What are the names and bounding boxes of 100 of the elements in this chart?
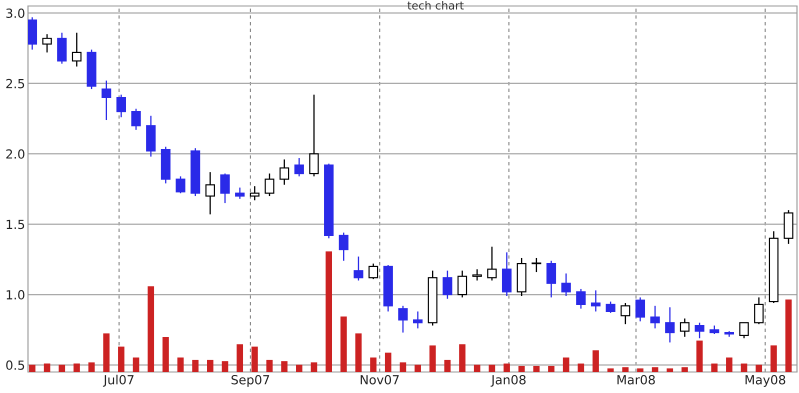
bar [740, 364, 748, 372]
bar [340, 316, 347, 372]
bar [622, 367, 629, 372]
bar [548, 366, 554, 372]
candlestick [635, 296, 646, 322]
bar [770, 345, 777, 372]
candlestick [235, 186, 245, 200]
bar [384, 352, 392, 372]
y-tick-label: 3.0 [6, 8, 24, 18]
y-tick-label: 2.5 [6, 78, 24, 88]
bar [192, 360, 199, 372]
bar [533, 366, 540, 372]
y-tick-label: 1.0 [6, 290, 24, 300]
candlestick [739, 322, 749, 339]
candlestick [116, 94, 126, 118]
x-tick-label: Mar08 [617, 375, 655, 384]
candlestick [472, 268, 482, 282]
candlestick [650, 305, 660, 329]
bar [637, 368, 644, 372]
candlestick [294, 157, 304, 177]
bar [711, 364, 718, 372]
candlestick [205, 171, 215, 215]
candlestick [309, 94, 319, 177]
bar [785, 300, 792, 372]
candlestick [220, 172, 230, 204]
bar [488, 364, 496, 372]
candlestick [354, 256, 364, 282]
bar [518, 366, 525, 372]
candlestick [131, 108, 141, 130]
bar [504, 364, 510, 372]
candlestick [264, 172, 274, 197]
candlestick [280, 158, 290, 186]
bar [696, 340, 703, 372]
candlestick [590, 290, 601, 312]
bar [429, 345, 436, 372]
bar [414, 364, 421, 372]
candlestick [694, 322, 704, 339]
candlestick [368, 262, 378, 280]
bar [58, 364, 66, 372]
bar [326, 251, 332, 372]
bar [148, 286, 154, 372]
candlestick [680, 318, 690, 338]
bar [296, 364, 302, 372]
bar [251, 346, 258, 372]
candlestick [606, 300, 616, 314]
candlestick [442, 270, 452, 300]
y-tick-label: 2.0 [6, 149, 24, 159]
bar [726, 358, 732, 372]
candlestick [561, 272, 571, 297]
y-tick-label: 1.5 [6, 220, 24, 230]
bar [370, 358, 376, 372]
x-tick-label: Jan08 [490, 375, 526, 387]
candlestick [28, 16, 38, 50]
bar [652, 367, 658, 372]
x-tick-label: May08 [746, 375, 786, 387]
bar [207, 360, 214, 372]
bar [592, 350, 599, 372]
bar [266, 360, 273, 372]
candlestick [338, 232, 348, 262]
bar [236, 344, 244, 372]
candlestick [102, 80, 112, 121]
bar [222, 361, 228, 372]
bar [682, 367, 688, 372]
candlestick [620, 302, 630, 325]
candlestick [250, 186, 260, 201]
bar [756, 364, 762, 372]
candlestick [754, 296, 764, 325]
candlestick [176, 176, 186, 194]
y-tick-label: 0.5 [6, 360, 24, 370]
bar [103, 333, 110, 372]
candlestick [576, 288, 586, 310]
candlestick [487, 246, 497, 282]
candlestick [72, 32, 82, 68]
bar [44, 364, 50, 372]
bar [666, 368, 674, 372]
bar [607, 368, 614, 372]
x-tick-label: Jul07 [102, 374, 134, 387]
bar [162, 336, 169, 372]
bar [132, 358, 140, 372]
bar [310, 362, 318, 372]
candlestick [42, 34, 52, 54]
bar [118, 346, 124, 372]
bar [578, 364, 584, 372]
x-tick-label: Nov07 [360, 375, 399, 384]
bar [29, 364, 36, 372]
bar [444, 360, 451, 372]
bar [562, 358, 570, 372]
bar [400, 362, 406, 372]
bar [177, 358, 184, 372]
bar [88, 362, 95, 372]
candlestick [532, 257, 542, 273]
candlestick [413, 310, 423, 329]
candlestick [398, 305, 408, 334]
bar [474, 364, 480, 372]
bar [74, 364, 80, 372]
candlestick [546, 260, 556, 298]
x-tick-label: Sep07 [232, 375, 270, 387]
chart-title: tech chart [407, 1, 464, 10]
candlestick [665, 306, 675, 344]
candlestick [457, 270, 468, 298]
